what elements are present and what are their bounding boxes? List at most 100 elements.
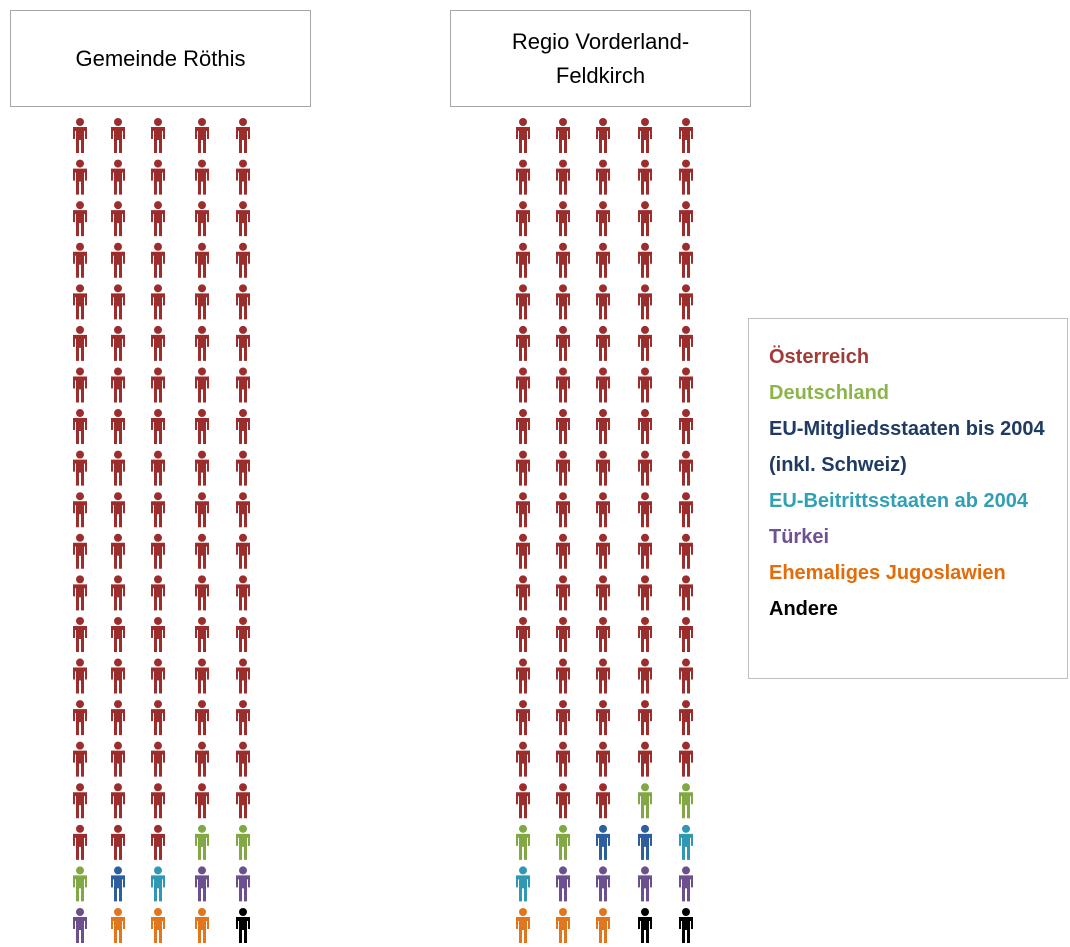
- person-icon: [151, 118, 165, 153]
- icon-body: [236, 168, 250, 195]
- icon-head: [114, 367, 122, 376]
- icon-head: [641, 658, 649, 667]
- icon-head: [114, 450, 122, 459]
- person-icon: [236, 575, 250, 611]
- icon-head: [76, 118, 84, 126]
- legend-entry: EU-Beitrittsstaaten ab 2004: [769, 490, 1028, 512]
- person-icon: [596, 866, 610, 902]
- person-icon: [111, 824, 125, 860]
- person-icon: [638, 242, 652, 278]
- icon-body: [679, 251, 693, 278]
- icon-head: [154, 325, 162, 334]
- icon-body: [556, 334, 570, 361]
- icon-body: [679, 210, 693, 237]
- icon-body: [195, 584, 209, 611]
- person-icon: [73, 616, 87, 652]
- icon-head: [198, 492, 206, 501]
- legend-entry: Ehemaliges Jugoslawien: [769, 562, 1006, 584]
- icon-body: [638, 334, 652, 361]
- icon-head: [682, 450, 690, 459]
- person-icon: [596, 284, 610, 320]
- icon-head: [641, 201, 649, 210]
- icon-head: [559, 284, 567, 293]
- icon-body: [679, 542, 693, 569]
- person-icon: [516, 492, 530, 528]
- icon-body: [596, 459, 610, 486]
- icon-body: [73, 501, 87, 528]
- icon-body: [596, 210, 610, 237]
- icon-head: [559, 908, 567, 916]
- person-icon: [556, 866, 570, 902]
- icon-head: [239, 450, 247, 459]
- icon-body: [596, 833, 610, 860]
- person-icon: [679, 616, 693, 652]
- icon-head: [154, 616, 162, 625]
- icon-head: [154, 284, 162, 293]
- person-icon: [556, 284, 570, 320]
- person-icon: [516, 242, 530, 278]
- person-icon: [73, 575, 87, 611]
- person-icon: [679, 284, 693, 320]
- icon-body: [596, 376, 610, 403]
- person-icon: [516, 159, 530, 195]
- icon-head: [198, 866, 206, 875]
- person-icon: [638, 575, 652, 611]
- person-icon: [556, 450, 570, 486]
- legend-entry: Andere: [769, 598, 838, 620]
- person-icon: [73, 533, 87, 569]
- person-icon: [638, 616, 652, 652]
- icon-head: [239, 741, 247, 750]
- icon-body: [596, 625, 610, 652]
- icon-head: [599, 658, 607, 667]
- person-icon: [151, 866, 165, 902]
- icon-head: [641, 409, 649, 418]
- person-icon: [556, 658, 570, 694]
- icon-body: [679, 459, 693, 486]
- icon-head: [198, 700, 206, 709]
- icon-body: [556, 792, 570, 819]
- icon-body: [516, 875, 530, 902]
- icon-body: [638, 709, 652, 736]
- icon-body: [516, 792, 530, 819]
- icon-body: [236, 584, 250, 611]
- person-icon: [195, 159, 209, 195]
- person-icon: [73, 367, 87, 403]
- icon-head: [154, 700, 162, 709]
- icon-body: [111, 251, 125, 278]
- icon-head: [641, 118, 649, 126]
- person-icon: [73, 242, 87, 278]
- icon-head: [154, 866, 162, 875]
- icon-body: [111, 584, 125, 611]
- person-icon: [596, 908, 610, 943]
- icon-body: [151, 251, 165, 278]
- icon-head: [519, 783, 527, 792]
- icon-body: [236, 625, 250, 652]
- icon-body: [556, 584, 570, 611]
- icon-head: [76, 908, 84, 916]
- icon-head: [239, 866, 247, 875]
- icon-head: [239, 908, 247, 916]
- icon-body: [679, 418, 693, 445]
- icon-body: [679, 833, 693, 860]
- person-icon: [236, 616, 250, 652]
- person-icon: [638, 824, 652, 860]
- icon-body: [556, 625, 570, 652]
- icon-head: [114, 242, 122, 251]
- icon-body: [73, 293, 87, 320]
- person-icon: [679, 450, 693, 486]
- icon-head: [154, 741, 162, 750]
- person-icon: [679, 409, 693, 445]
- icon-body: [516, 418, 530, 445]
- person-icon: [151, 367, 165, 403]
- person-icon: [236, 159, 250, 195]
- icon-body: [516, 750, 530, 777]
- person-icon: [236, 533, 250, 569]
- person-icon: [556, 908, 570, 943]
- person-icon: [151, 159, 165, 195]
- person-icon: [73, 409, 87, 445]
- icon-head: [641, 575, 649, 584]
- person-icon: [151, 575, 165, 611]
- icon-head: [239, 575, 247, 584]
- icon-head: [641, 866, 649, 875]
- icon-body: [151, 709, 165, 736]
